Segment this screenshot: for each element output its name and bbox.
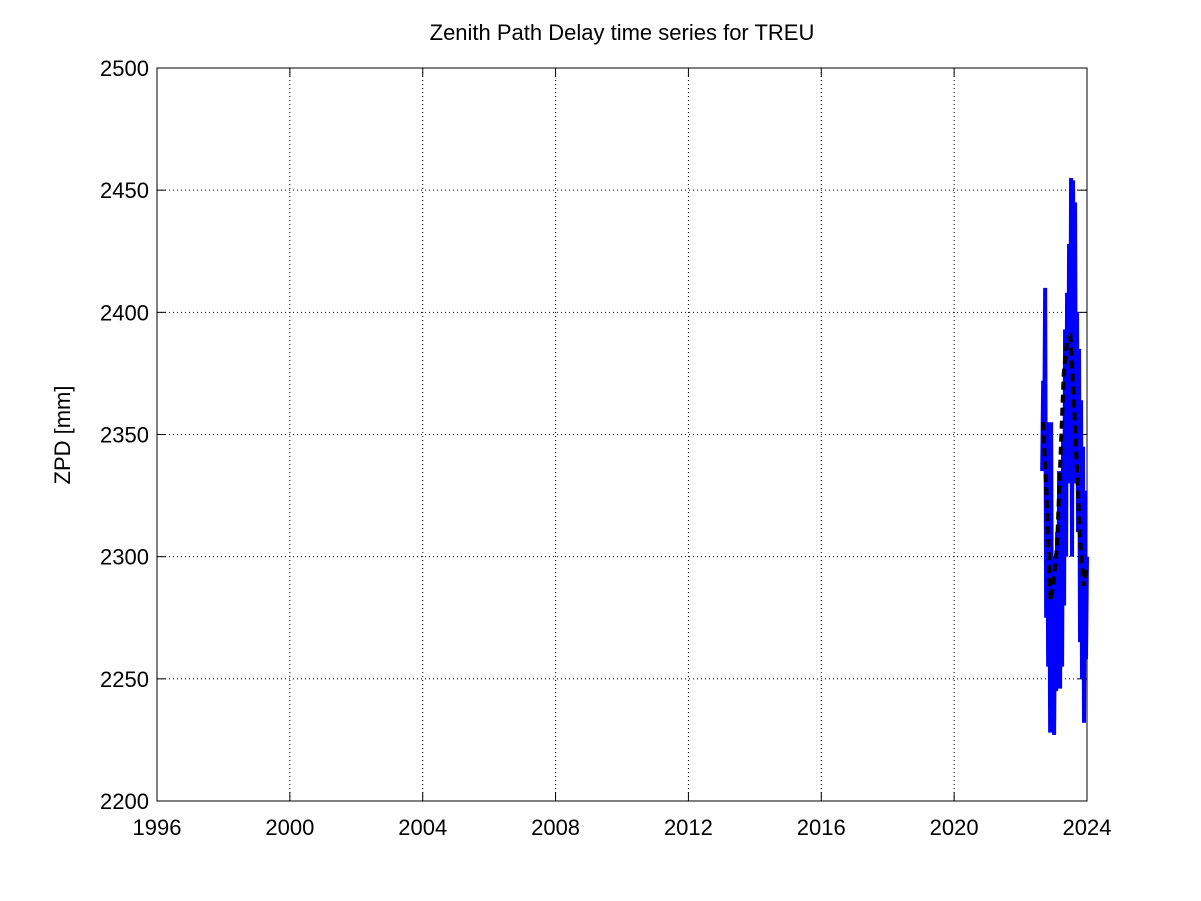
x-tick-label: 1996 <box>133 815 182 840</box>
x-tick-label: 2008 <box>531 815 580 840</box>
x-tick-label: 2024 <box>1063 815 1112 840</box>
x-tick-label: 2012 <box>664 815 713 840</box>
x-tick-label: 2020 <box>930 815 979 840</box>
x-tick-label: 2004 <box>398 815 447 840</box>
x-tick-label: 2000 <box>265 815 314 840</box>
x-tick-label: 2016 <box>797 815 846 840</box>
chart-title: Zenith Path Delay time series for TREU <box>430 20 815 45</box>
y-tick-label: 2250 <box>100 667 149 692</box>
y-tick-label: 2350 <box>100 423 149 448</box>
y-tick-label: 2200 <box>100 789 149 814</box>
axes-box <box>156 67 1088 802</box>
y-tick-label: 2300 <box>100 545 149 570</box>
y-axis-label: ZPD [mm] <box>50 386 75 485</box>
series-line <box>1041 330 1089 601</box>
y-tick-label: 2450 <box>100 178 149 203</box>
y-tick-label: 2400 <box>100 300 149 325</box>
y-tick-label: 2500 <box>100 56 149 81</box>
